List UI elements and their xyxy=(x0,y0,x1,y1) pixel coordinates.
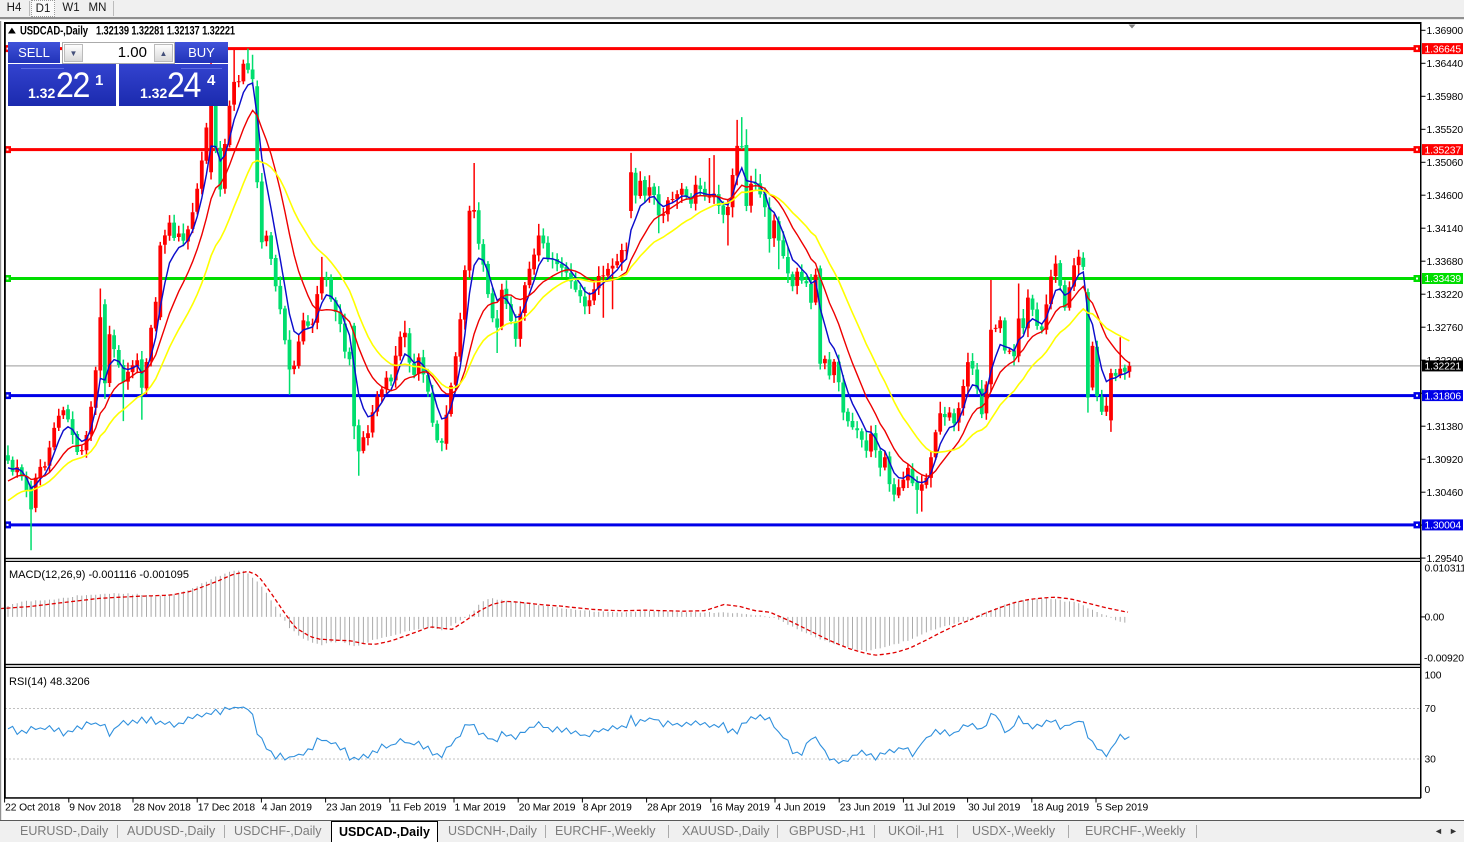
svg-text:0: 0 xyxy=(1425,785,1431,796)
svg-text:20 Mar 2019: 20 Mar 2019 xyxy=(519,803,576,814)
svg-text:0.010311: 0.010311 xyxy=(1425,564,1464,575)
svg-text:1.34600: 1.34600 xyxy=(1427,191,1464,202)
svg-text:1.31806: 1.31806 xyxy=(1425,391,1462,402)
svg-text:28 Apr 2019: 28 Apr 2019 xyxy=(647,803,702,814)
svg-text:1.33439: 1.33439 xyxy=(1425,274,1462,285)
svg-text:1.29540: 1.29540 xyxy=(1427,554,1464,565)
svg-text:1.30460: 1.30460 xyxy=(1427,488,1464,499)
svg-text:4 Jan 2019: 4 Jan 2019 xyxy=(262,803,312,814)
svg-text:100: 100 xyxy=(1425,671,1442,682)
svg-text:23 Jun 2019: 23 Jun 2019 xyxy=(840,803,896,814)
svg-text:-0.009203: -0.009203 xyxy=(1424,654,1464,665)
svg-text:1.35520: 1.35520 xyxy=(1427,125,1464,136)
svg-text:1.32139 1.32281 1.32137 1.3222: 1.32139 1.32281 1.32137 1.32221 xyxy=(96,26,236,38)
svg-text:30 Jul 2019: 30 Jul 2019 xyxy=(968,803,1021,814)
svg-text:1.32760: 1.32760 xyxy=(1427,323,1464,334)
svg-text:1.35237: 1.35237 xyxy=(1425,145,1462,156)
svg-text:1.36440: 1.36440 xyxy=(1427,59,1464,70)
svg-text:70: 70 xyxy=(1425,704,1437,715)
svg-text:8 Apr 2019: 8 Apr 2019 xyxy=(583,803,632,814)
svg-text:5 Sep 2019: 5 Sep 2019 xyxy=(1097,803,1149,814)
svg-text:1.33680: 1.33680 xyxy=(1427,257,1464,268)
svg-text:11 Feb 2019: 11 Feb 2019 xyxy=(390,803,446,814)
svg-text:1 Mar 2019: 1 Mar 2019 xyxy=(455,803,506,814)
svg-text:1.35980: 1.35980 xyxy=(1427,92,1464,103)
svg-text:22 Oct 2018: 22 Oct 2018 xyxy=(5,803,60,814)
svg-text:30: 30 xyxy=(1425,755,1437,766)
svg-text:1.35060: 1.35060 xyxy=(1427,158,1464,169)
svg-text:1.36900: 1.36900 xyxy=(1427,26,1464,37)
svg-text:1.34140: 1.34140 xyxy=(1427,224,1464,235)
svg-text:23 Jan 2019: 23 Jan 2019 xyxy=(326,803,382,814)
svg-text:1.32221: 1.32221 xyxy=(1425,362,1462,373)
svg-text:1.30004: 1.30004 xyxy=(1425,521,1462,532)
svg-text:9 Nov 2018: 9 Nov 2018 xyxy=(69,803,121,814)
svg-text:18 Aug 2019: 18 Aug 2019 xyxy=(1032,803,1089,814)
svg-text:16 May 2019: 16 May 2019 xyxy=(711,803,770,814)
svg-text:1.30920: 1.30920 xyxy=(1427,455,1464,466)
svg-text:4 Jun 2019: 4 Jun 2019 xyxy=(776,803,826,814)
svg-text:17 Dec 2018: 17 Dec 2018 xyxy=(198,803,256,814)
svg-text:1.31380: 1.31380 xyxy=(1427,422,1464,433)
svg-text:28 Nov 2018: 28 Nov 2018 xyxy=(134,803,192,814)
svg-text:1.36645: 1.36645 xyxy=(1425,44,1462,55)
svg-text:1.33220: 1.33220 xyxy=(1427,290,1464,301)
svg-text:11 Jul 2019: 11 Jul 2019 xyxy=(904,803,956,814)
svg-text:USDCAD-,Daily: USDCAD-,Daily xyxy=(20,26,89,38)
svg-text:RSI(14) 48.3206: RSI(14) 48.3206 xyxy=(9,676,90,688)
svg-text:MACD(12,26,9) -0.001116 -0.001: MACD(12,26,9) -0.001116 -0.001095 xyxy=(9,569,189,581)
svg-text:0.00: 0.00 xyxy=(1425,613,1445,624)
